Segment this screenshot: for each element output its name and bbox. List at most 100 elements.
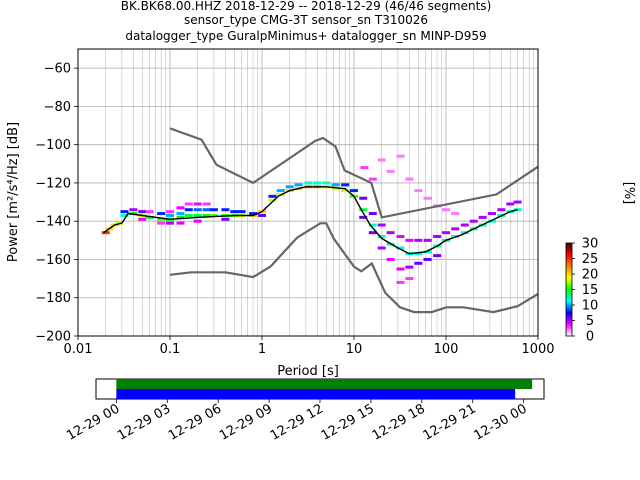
percentile-cell [249, 212, 258, 216]
y-tick-label: −100 [35, 138, 71, 153]
percentile-cell [442, 231, 450, 235]
x-tick-label: 1 [258, 342, 266, 357]
percentile-cell [396, 154, 405, 158]
timeline-bar [116, 389, 516, 399]
colorbar-tick-label: 25 [582, 252, 599, 267]
plot-frame [77, 48, 539, 337]
percentile-cell [423, 238, 432, 242]
y-tick-label: −120 [35, 176, 71, 191]
percentile-cell [202, 208, 211, 212]
percentile-cell [487, 219, 496, 223]
y-tick-label: −200 [35, 330, 71, 345]
percentile-cell [513, 200, 522, 204]
percentile-cell [368, 212, 377, 216]
percentile-cell [368, 177, 377, 181]
percentile-cell [497, 208, 506, 212]
percentile-cell [276, 189, 285, 193]
percentile-cell [202, 213, 211, 217]
percentile-cell [377, 158, 386, 162]
y-tick-label: −160 [35, 253, 71, 268]
percentile-cell [176, 215, 185, 219]
percentile-cell [184, 213, 193, 217]
percentile-cell [101, 231, 110, 235]
colorbar-tick-label: 20 [582, 268, 599, 283]
percentile-cell [294, 183, 303, 187]
noise-model-nlnm [169, 222, 539, 314]
percentile-cell [209, 208, 218, 212]
percentile-cell [360, 166, 369, 170]
percentile-cell [193, 213, 202, 217]
percentile-cell [202, 202, 211, 206]
timeline-bar [116, 379, 533, 389]
percentile-cell [166, 213, 174, 217]
y-tick-label: −60 [44, 62, 71, 77]
percentile-cell [487, 212, 496, 216]
percentile-cell [368, 231, 377, 235]
percentile-cell [166, 221, 174, 225]
percentile-cell [138, 210, 147, 214]
colorbar-gradient [565, 242, 573, 337]
percentile-cell [396, 280, 405, 284]
percentile-cell [405, 277, 414, 281]
x-axis-ticks: 0.01 0.1 1 10 100 1000 [64, 336, 555, 357]
percentile-cell [396, 267, 405, 271]
plot-background [78, 49, 538, 336]
percentile-cell [145, 210, 154, 214]
percentile-cell [423, 257, 432, 261]
timeline-tick-label: 12-29 06 [166, 401, 224, 443]
percentile-cell [322, 181, 331, 185]
percentile-cell [268, 194, 277, 198]
percentile-cell [166, 210, 174, 214]
percentile-cell [414, 261, 423, 265]
percentile-cell [129, 208, 138, 212]
percentile-cell [433, 254, 442, 258]
percentile-cell [451, 212, 460, 216]
percentile-cell [145, 215, 154, 219]
percentile-cell [414, 238, 423, 242]
percentile-cell [359, 196, 368, 200]
percentile-cell [377, 235, 386, 239]
percentile-cell [396, 235, 405, 239]
percentile-cell [237, 210, 246, 214]
y-axis-label: Power [m²/s⁴/Hz] [dB] [6, 122, 21, 262]
percentile-cell [221, 208, 230, 212]
percentile-cell [359, 215, 368, 219]
percentile-cell [359, 208, 368, 212]
timeline-bars [116, 379, 533, 399]
y-tick-label: −180 [35, 291, 71, 306]
percentile-cell [176, 221, 185, 225]
percentile-cell [193, 219, 202, 223]
colorbar-tick-label: 5 [586, 314, 594, 329]
percentile-cell [184, 202, 193, 206]
x-tick-label: 100 [434, 342, 459, 357]
percentile-cell [138, 217, 147, 221]
percentile-cell [258, 213, 266, 217]
timeline-tick-label: 12-29 18 [370, 401, 428, 443]
percentile-cell [386, 231, 395, 235]
percentile-cell [230, 210, 239, 214]
colorbar-tick-label: 10 [582, 299, 599, 314]
percentile-cell [331, 183, 340, 187]
percentile-cell [341, 183, 350, 187]
percentile-cell [451, 227, 460, 231]
x-axis-label: Period [s] [277, 364, 339, 379]
noise-models [169, 127, 539, 314]
percentile-cell [405, 177, 414, 181]
chart-title-line-1: BK.BK68.00.HHZ 2018-12-29 -- 2018-12-29 … [121, 0, 492, 13]
percentile-cell [176, 206, 185, 210]
x-tick-label: 10 [346, 342, 363, 357]
colorbar-label: [%] [621, 182, 636, 205]
percentile-cell [157, 221, 166, 225]
percentile-cell [506, 202, 515, 206]
percentile-cell [423, 196, 432, 200]
noise-model-nhnm [169, 127, 539, 219]
percentile-cell [193, 208, 202, 212]
percentile-cell [184, 208, 193, 212]
timeline-tick-label: 12-29 09 [217, 401, 275, 443]
percentile-cell [414, 189, 423, 193]
percentile-cell [469, 219, 478, 223]
percentile-cell [350, 189, 358, 193]
